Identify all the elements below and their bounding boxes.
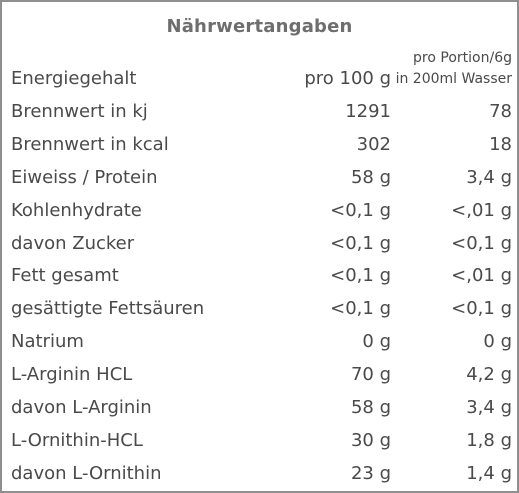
row-per-portion: 1,4 g [466, 462, 512, 484]
table-row: davon L-Ornithin 23 g 1,4 g [2, 458, 517, 491]
row-per-portion: <,01 g [451, 265, 512, 287]
row-per-100g: 58 g [350, 397, 391, 419]
row-per-portion: 78 [489, 101, 512, 122]
row-per-100g: 1291 [345, 101, 391, 122]
table-title: Nährwertangaben [166, 16, 353, 37]
row-label: Natrium [11, 331, 84, 353]
row-label: Brennwert in kj [11, 101, 148, 122]
row-label: davon Zucker [11, 232, 135, 254]
row-per-portion: <0,1 g [451, 298, 512, 320]
table-row: L-Ornithin-HCL 30 g 1,8 g [2, 425, 517, 458]
row-per-portion: <,01 g [451, 199, 512, 221]
row-per-portion: 4,2 g [466, 364, 512, 386]
row-label: L-Arginin HCL [11, 364, 133, 386]
row-label: Eiweiss / Protein [11, 166, 158, 188]
row-per-100g: <0,1 g [330, 265, 391, 287]
table-row: Fett gesamt <0,1 g <,01 g [2, 260, 517, 293]
table-row: Natrium 0 g 0 g [2, 326, 517, 359]
row-per-portion: 1,8 g [466, 429, 512, 451]
header-per-portion-line2: in 200ml Wasser [395, 71, 512, 87]
row-label: gesättigte Fettsäuren [11, 298, 205, 320]
row-label: Kohlenhydrate [11, 199, 142, 221]
row-per-100g: <0,1 g [330, 199, 391, 221]
table-row: L-Arginin HCL 70 g 4,2 g [2, 359, 517, 392]
row-per-100g: 70 g [350, 364, 391, 386]
row-label: Brennwert in kcal [11, 133, 169, 155]
table-row: Eiweiss / Protein 58 g 3,4 g [2, 162, 517, 195]
row-label: davon L-Ornithin [11, 462, 162, 484]
row-per-100g: 58 g [350, 166, 391, 188]
table-header-row: Energiegehalt pro 100 g pro Portion/6g i… [2, 46, 517, 96]
header-label: Energiegehalt [11, 68, 137, 89]
row-per-100g: <0,1 g [330, 232, 391, 254]
table-row: gesättigte Fettsäuren <0,1 g <0,1 g [2, 293, 517, 326]
row-per-portion: <0,1 g [451, 232, 512, 254]
table-row: Brennwert in kcal 302 18 [2, 129, 517, 162]
table-row: davon Zucker <0,1 g <0,1 g [2, 228, 517, 261]
row-per-portion: 0 g [483, 331, 512, 353]
row-label: L-Ornithin-HCL [11, 429, 143, 451]
header-per-100g: pro 100 g [304, 68, 391, 89]
header-per-portion-line1: pro Portion/6g [413, 50, 512, 66]
row-per-100g: <0,1 g [330, 298, 391, 320]
row-per-portion: 3,4 g [466, 166, 512, 188]
table-row: Kohlenhydrate <0,1 g <,01 g [2, 195, 517, 228]
row-per-100g: 0 g [362, 331, 391, 353]
row-label: davon L-Arginin [11, 397, 152, 419]
table-body: Brennwert in kj 1291 78 Brennwert in kca… [2, 96, 517, 491]
row-label: Fett gesamt [11, 265, 119, 287]
row-per-portion: 3,4 g [466, 397, 512, 419]
table-row: Brennwert in kj 1291 78 [2, 96, 517, 129]
row-per-100g: 23 g [350, 462, 391, 484]
header-per-portion: pro Portion/6g in 200ml Wasser [392, 48, 512, 90]
row-per-100g: 302 [356, 133, 391, 155]
table-row: davon L-Arginin 58 g 3,4 g [2, 392, 517, 425]
row-per-portion: 18 [489, 133, 512, 155]
row-per-100g: 30 g [350, 429, 391, 451]
